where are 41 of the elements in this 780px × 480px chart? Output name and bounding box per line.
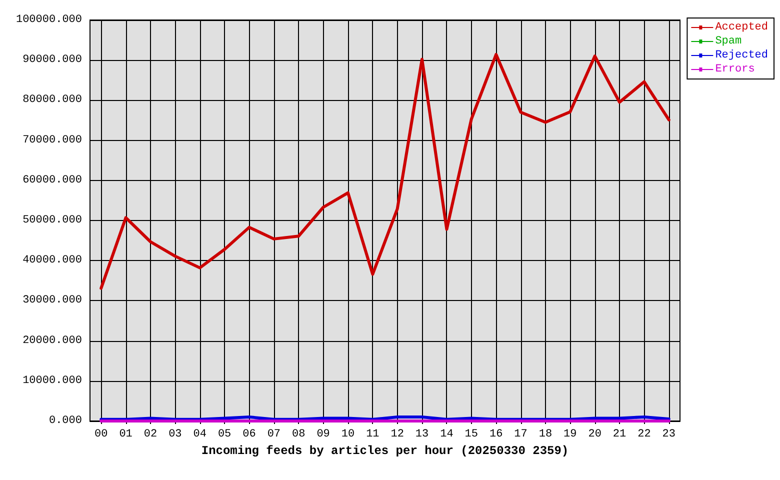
- x-tick-label: 00: [94, 428, 108, 440]
- legend-label: Errors: [715, 64, 755, 76]
- x-tick-label: 14: [440, 428, 454, 440]
- x-tick-label: 10: [341, 428, 355, 440]
- x-tick-label: 22: [638, 428, 651, 440]
- x-tick-label: 03: [168, 428, 182, 440]
- x-tick-label: 02: [144, 428, 158, 440]
- x-tick-label: 07: [267, 428, 281, 440]
- legend-label: Rejected: [715, 50, 768, 62]
- x-tick-label: 20: [588, 428, 602, 440]
- x-tick-label: 19: [564, 428, 577, 440]
- y-tick-label: 70000.000: [22, 134, 82, 146]
- line-series: [100, 52, 670, 290]
- legend-label: Spam: [715, 36, 742, 48]
- x-tick-label: 06: [242, 428, 256, 440]
- y-tick-label: 20000.000: [22, 334, 82, 347]
- y-tick-label: 30000.000: [22, 294, 82, 307]
- x-tick-label: 05: [218, 428, 232, 440]
- x-tick-label: 21: [612, 428, 627, 440]
- x-tick-label: 16: [489, 428, 503, 440]
- x-tick-label: 09: [316, 428, 330, 440]
- x-tick-label: 11: [366, 428, 380, 440]
- x-tick-label: 15: [464, 428, 478, 440]
- x-tick-label: 12: [390, 428, 404, 440]
- x-tick-label: 17: [514, 428, 528, 440]
- y-tick-label: 10000.000: [22, 374, 82, 387]
- y-tick-label: 50000.000: [22, 214, 82, 226]
- x-tick-label: 13: [415, 428, 429, 440]
- y-tick-label: 40000.000: [22, 254, 82, 267]
- x-tick-label: 23: [662, 428, 676, 440]
- x-tick-label: 18: [538, 428, 552, 440]
- y-tick-label: 100000.000: [16, 14, 82, 26]
- x-tick-label: 08: [292, 428, 306, 440]
- y-tick-label: 90000.000: [22, 54, 82, 66]
- y-tick-label: 80000.000: [22, 94, 82, 106]
- y-tick-label: 60000.000: [22, 174, 82, 186]
- x-tick-label: 01: [119, 428, 133, 440]
- legend-label: Accepted: [715, 22, 768, 34]
- x-tick-label: 04: [193, 428, 207, 440]
- x-axis-title: Incoming feeds by articles per hour (20250330 2359): [201, 444, 569, 458]
- y-tick-label: 0.000: [48, 415, 82, 427]
